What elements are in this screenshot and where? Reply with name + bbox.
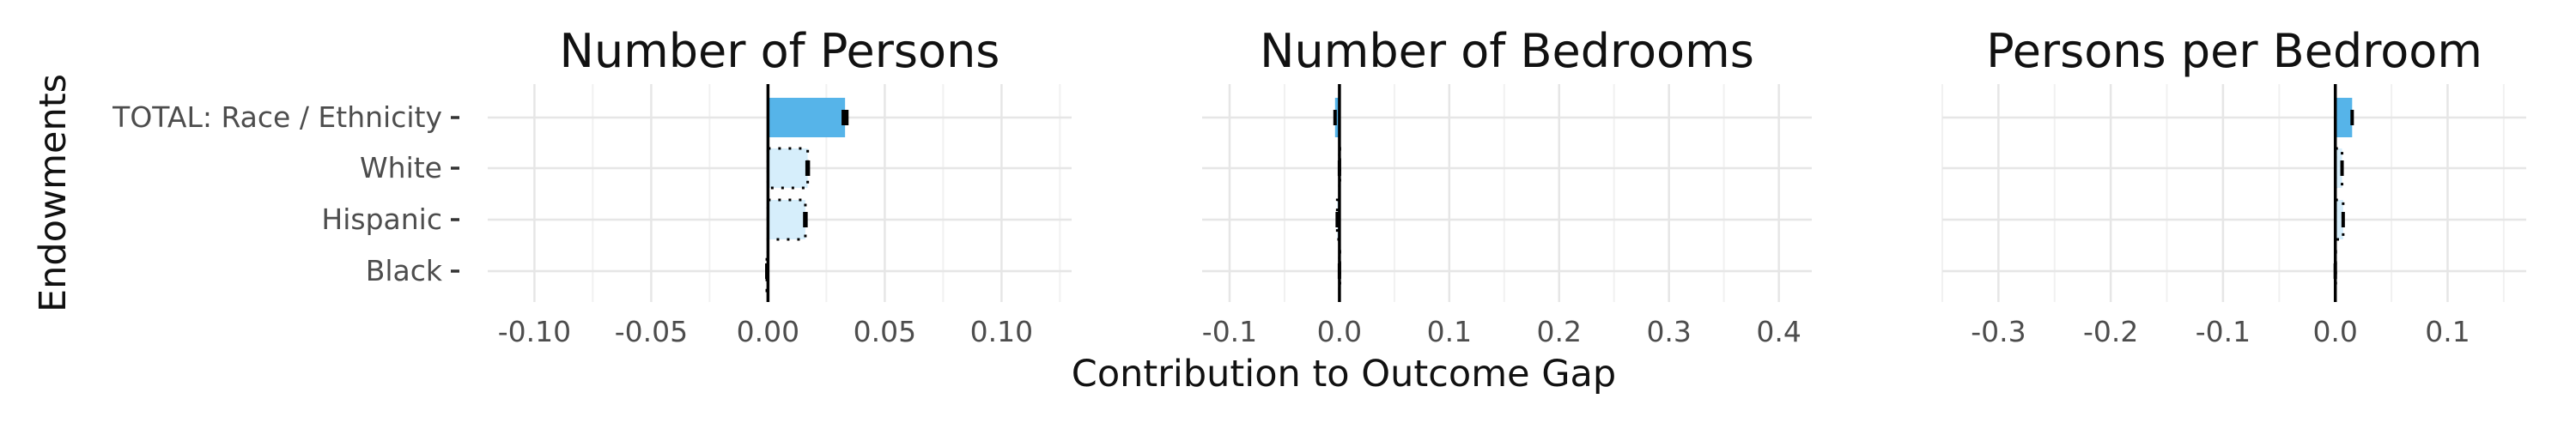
y-tick-label: TOTAL: Race / Ethnicity — [112, 100, 442, 134]
error-bar — [841, 110, 849, 125]
error-bar — [1335, 212, 1340, 227]
x-tick-label: 0.1 — [1427, 315, 1472, 348]
x-tick-label: 0.2 — [1537, 315, 1582, 348]
bar-total — [2335, 98, 2353, 137]
bar-total — [1334, 98, 1340, 137]
error-bar — [2341, 212, 2345, 227]
y-axis-title: Endowments — [32, 74, 75, 312]
error-bar — [2340, 160, 2344, 176]
x-tick-label: 0.0 — [2312, 315, 2357, 348]
x-tick-label: -0.3 — [1971, 315, 2026, 348]
panel-title: Number of Bedrooms — [1260, 24, 1754, 78]
y-tick-label: Black — [366, 254, 443, 287]
error-bar — [1333, 110, 1337, 125]
x-tick-label: -0.05 — [615, 315, 688, 348]
panel-2: -0.1 0.0 0.1 0.2 0.3 0.4 Number of Bedrooms — [1202, 24, 1812, 348]
x-axis-title: Contribution to Outcome Gap — [1072, 353, 1616, 396]
x-tick-label: -0.2 — [2083, 315, 2138, 348]
x-tick-label: 0.10 — [970, 315, 1033, 348]
panel-title: Number of Persons — [560, 24, 1000, 78]
y-tick-label: Hispanic — [321, 202, 442, 236]
x-tick-label: 0.05 — [854, 315, 916, 348]
chart-panels: TOTAL: Race / Ethnicity White Hispanic Blac… — [112, 24, 2526, 348]
panel-title: Persons per Bedroom — [1986, 24, 2482, 78]
bar-component — [766, 147, 810, 190]
bar-component — [2334, 198, 2345, 241]
x-tick-label: 0.4 — [1756, 315, 1801, 348]
x-tick-label: -0.1 — [2196, 315, 2251, 348]
x-tick-label: 0.3 — [1646, 315, 1691, 348]
x-tick-label: 0.0 — [1317, 315, 1362, 348]
y-tick-label: White — [360, 151, 442, 184]
bar-total — [768, 98, 846, 137]
x-tick-label: 0.00 — [737, 315, 799, 348]
bar-component — [766, 198, 807, 241]
x-tick-label: 0.1 — [2425, 315, 2470, 348]
x-tick-label: -0.10 — [498, 315, 571, 348]
panel-1: -0.10 -0.05 0.00 0.05 0.10 Number of Persons — [488, 24, 1072, 348]
error-bar — [805, 160, 811, 176]
x-tick-label: -0.1 — [1202, 315, 1257, 348]
panel-3: -0.3 -0.2 -0.1 0.0 0.1 Persons per Bedroom — [1941, 24, 2526, 348]
error-bar — [2350, 110, 2354, 125]
error-bar — [803, 212, 808, 227]
